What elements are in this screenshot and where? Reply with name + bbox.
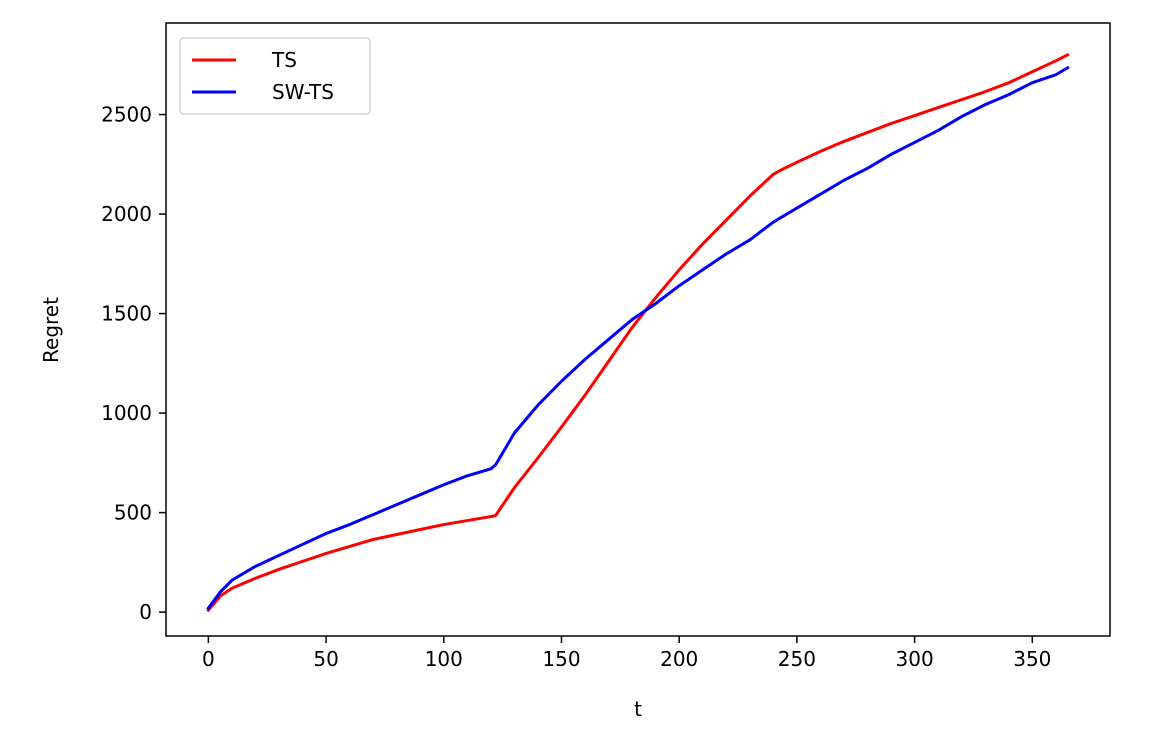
y-axis-label: Regret [39,297,63,363]
series-layer [206,52,1070,613]
x-tick-label: 250 [778,647,816,671]
plot-frame [165,22,1111,637]
x-tick-label: 300 [896,647,934,671]
x-tick-label: 50 [313,647,338,671]
x-tick-label: 200 [660,647,698,671]
x-tick-label: 350 [1013,647,1051,671]
x-tick-label: 150 [542,647,580,671]
x-tick-label: 100 [425,647,463,671]
legend: TS SW-TS [179,37,371,115]
plot-area [166,23,1110,636]
legend-box [179,37,371,115]
y-tick-label: 1000 [101,401,152,425]
y-tick-label: 2000 [101,202,152,226]
x-tick-label: 0 [202,647,215,671]
x-axis-label: t [634,697,642,721]
y-tick-label: 2500 [101,103,152,127]
series-line-ts [206,52,1070,613]
axes-layer: 0 50 100 150 200 250 300 350 0 500 1000 1500 2000 250… [101,103,1051,671]
series-line-sw-ts [206,65,1070,611]
y-tick-label: 1500 [101,302,152,326]
y-tick-label: 500 [114,501,152,525]
legend-label: SW-TS [272,80,334,104]
legend-label: TS [271,48,297,72]
y-tick-label: 0 [139,600,152,624]
